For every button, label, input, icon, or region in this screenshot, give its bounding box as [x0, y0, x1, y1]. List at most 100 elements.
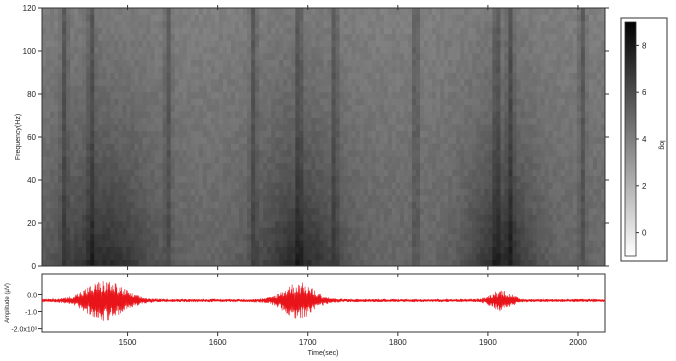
spectrogram-cell [62, 20, 67, 28]
spectrogram-cell [206, 259, 212, 267]
spectrogram-cell [403, 14, 409, 22]
spectrogram-cell [202, 78, 208, 86]
spectrogram-cell [214, 156, 220, 164]
spectrogram-cell [182, 143, 188, 151]
spectrogram-cell [287, 85, 292, 93]
spectrogram-cell [46, 227, 51, 235]
spectrogram-cell [170, 78, 176, 86]
spectrogram-cell [162, 162, 168, 170]
spectrogram-cell [420, 111, 425, 119]
spectrogram-cell [218, 8, 224, 15]
spectrogram-cell [351, 66, 357, 73]
spectrogram-cell [428, 20, 433, 28]
spectrogram-cell [299, 214, 304, 222]
spectrogram-cell [62, 259, 67, 267]
spectrogram-cell [464, 40, 469, 48]
spectrogram-cell [363, 195, 369, 202]
spectrogram-cell [251, 220, 256, 228]
spectrogram-cell [528, 78, 534, 86]
spectrogram-cell [126, 46, 131, 54]
spectrogram-cell [343, 20, 349, 28]
spectrogram-cell [448, 78, 453, 86]
spectrogram-cell [528, 156, 534, 164]
spectrogram-cell [432, 195, 437, 202]
spectrogram-cell [480, 143, 485, 151]
spectrogram-cell [291, 233, 296, 241]
spectrogram-cell [428, 240, 433, 248]
spectrogram-cell [335, 8, 340, 15]
spectrogram-cell [508, 20, 513, 28]
spectrogram-cell [50, 111, 55, 119]
spectrogram-cell [379, 201, 385, 209]
spectrogram-cell [86, 162, 91, 170]
spectrogram-cell [528, 46, 534, 54]
spectrogram-cell [239, 117, 244, 125]
spectrogram-cell [283, 98, 288, 106]
spectrogram-cell [283, 149, 288, 157]
spectrogram-cell [516, 195, 521, 202]
spectrogram-cell [218, 207, 224, 215]
spectrogram-cell [367, 40, 373, 48]
spectrogram-cell [399, 117, 405, 125]
spectrogram-cell [70, 59, 75, 67]
spectrogram-cell [94, 14, 99, 22]
spectrogram-cell [222, 117, 228, 125]
spectrogram-cell [46, 188, 51, 196]
spectrogram-cell [500, 59, 505, 67]
spectrogram-cell [355, 20, 361, 28]
spectrogram-cell [158, 111, 164, 119]
spectrogram-cell [291, 169, 296, 177]
spectrogram-cell [472, 59, 477, 67]
spectrogram-cell [371, 124, 377, 131]
spectrogram-cell [158, 14, 164, 22]
spectrogram-cell [500, 46, 505, 54]
spectrogram-cell [74, 137, 79, 144]
spectrogram-cell [146, 137, 151, 144]
spectrogram-cell [126, 40, 131, 48]
spectrogram-cell [540, 214, 546, 222]
spectrogram-cell [343, 14, 349, 22]
spectrogram-cell [407, 246, 413, 254]
spectrogram-cell [383, 53, 389, 60]
spectrogram-cell [468, 78, 473, 86]
spectrogram-cell [226, 175, 232, 183]
spectrogram-cell [488, 59, 493, 67]
spectrogram-cell [58, 182, 63, 189]
spectrogram-cell [198, 169, 204, 177]
spectrogram-cell [323, 91, 328, 99]
spectrogram-cell [263, 253, 268, 260]
spectrogram-cell [267, 207, 272, 215]
spectrogram-cell [367, 8, 373, 15]
spectrogram-cell [78, 201, 83, 209]
spectrogram-cell [528, 240, 534, 248]
spectrogram-cell [484, 227, 489, 235]
spectrogram-cell [110, 117, 115, 125]
spectrogram-cell [460, 195, 465, 202]
spectrogram-cell [247, 240, 252, 248]
spectrogram-cell [243, 59, 248, 67]
spectrogram-cell [42, 66, 47, 73]
spectrogram-cell [263, 143, 268, 151]
spectrogram-cell [375, 27, 381, 35]
spectrogram-cell [130, 240, 135, 248]
spectrogram-cell [235, 8, 240, 15]
spectrogram-cell [194, 117, 200, 125]
spectrogram-cell [399, 46, 405, 54]
spectrogram-cell [327, 117, 332, 125]
spectrogram-cell [58, 233, 63, 241]
spectrogram-cell [387, 162, 393, 170]
spectrogram-cell [460, 175, 465, 183]
spectrogram-cell [214, 117, 220, 125]
spectrogram-cell [432, 259, 437, 267]
spectrogram-cell [536, 233, 542, 241]
spectrogram-cell [512, 207, 517, 215]
spectrogram-cell [303, 156, 308, 164]
spectrogram-cell [383, 72, 389, 80]
spectrogram-cell [488, 195, 493, 202]
spectrogram-cell [78, 53, 83, 60]
spectrogram-cell [226, 259, 232, 267]
spectrogram-cell [407, 53, 413, 60]
spectrogram-cell [460, 111, 465, 119]
spectrogram-cell [247, 98, 252, 106]
spectrogram-cell [343, 182, 349, 189]
